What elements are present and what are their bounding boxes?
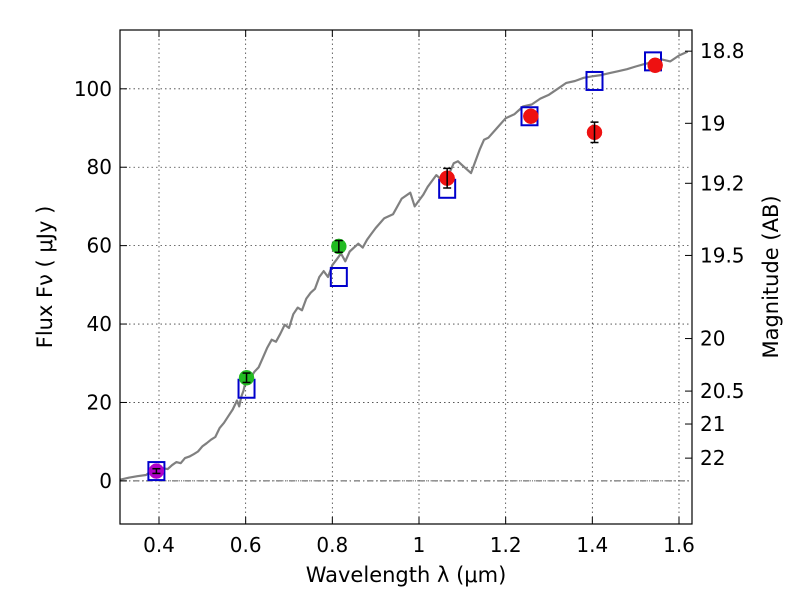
model-photometry-square — [329, 267, 348, 287]
x-tick-label: 1.4 — [576, 533, 608, 557]
plot-frame — [119, 29, 693, 525]
y-tick-label: 60 — [87, 234, 112, 258]
right-tick-label: 18.8 — [700, 39, 745, 63]
right-tick-label: 19.2 — [700, 171, 745, 195]
x-axis-title: Wavelength λ (μm) — [306, 563, 507, 587]
model-layer — [120, 50, 689, 481]
observed-point — [523, 108, 539, 125]
right-tick-label: 20.5 — [700, 379, 745, 403]
right-tick-label: 19 — [700, 111, 725, 135]
right-axis-title: Magnitude (AB) — [759, 195, 783, 358]
right-tick-label: 20 — [700, 327, 725, 351]
y-tick-label: 40 — [87, 312, 112, 336]
x-tick-label: 0.6 — [230, 533, 262, 557]
y-tick-label: 80 — [87, 155, 112, 179]
y-axis-title: Flux Fν ( μJy ) — [33, 206, 57, 349]
plot-area — [120, 50, 689, 482]
y-tick-label: 0 — [99, 469, 112, 493]
observed-point — [647, 57, 663, 74]
right-tick-label: 19.5 — [700, 243, 745, 267]
sed-model-line — [120, 50, 689, 481]
model-photometry-square — [585, 70, 604, 91]
right-tick-label: 21 — [700, 412, 725, 436]
x-tick-label: 0.4 — [143, 533, 175, 557]
x-tick-label: 0.8 — [316, 533, 348, 557]
right-tick-label: 22 — [700, 446, 725, 470]
y-tick-label: 100 — [74, 77, 112, 101]
model-photometry-square — [147, 461, 166, 482]
y-tick-label: 20 — [87, 390, 112, 414]
observed-photometry-layer — [148, 57, 663, 479]
x-tick-label: 1.2 — [490, 533, 522, 557]
ticks: 0.4 0.6 0.8 1 1.2 1.4 1.6 0 20 40 60 80 100 18.8 19 19.… — [74, 30, 745, 557]
x-tick-label: 1 — [413, 533, 426, 557]
x-tick-label: 1.6 — [663, 533, 695, 557]
